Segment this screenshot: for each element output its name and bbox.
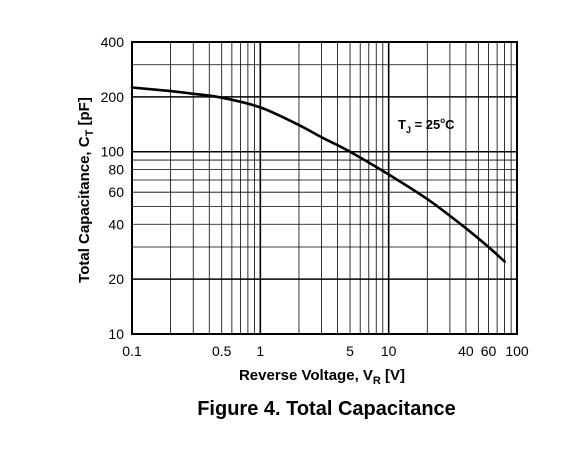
plot-frame — [131, 41, 518, 335]
y-axis-title-main: Total Capacitance, C — [76, 136, 93, 283]
y-tick-label: 80 — [108, 161, 124, 177]
annotation-tj: TJ = 25oC — [398, 116, 455, 135]
x-tick-label: 40 — [458, 343, 474, 359]
x-tick-label: 60 — [481, 343, 497, 359]
y-tick-label: 20 — [108, 271, 124, 287]
y-tick-label: 60 — [108, 184, 124, 200]
x-tick-label: 0.5 — [212, 343, 232, 359]
x-tick-label: 1 — [256, 343, 264, 359]
annotation-tj-main: T — [398, 117, 406, 132]
x-tick-label: 5 — [346, 343, 354, 359]
figure-caption: Figure 4. Total Capacitance — [197, 398, 456, 420]
y-tick-label: 100 — [101, 144, 125, 160]
y-tick-label: 40 — [108, 216, 124, 232]
capacitance-curve — [130, 86, 506, 263]
x-axis-title-tail: [V] — [381, 367, 405, 384]
x-tick-label: 100 — [505, 343, 529, 359]
annotation-tj-mid: = 25 — [411, 117, 440, 132]
plot-border — [131, 41, 518, 335]
grid-layer — [131, 41, 517, 335]
y-axis-title-tail: [pF] — [76, 97, 93, 129]
x-tick-label: 10 — [381, 343, 397, 359]
annotation-tj-sup: o — [440, 116, 445, 125]
y-tick-label: 200 — [101, 89, 125, 105]
y-tick-label: 400 — [101, 34, 125, 50]
x-axis-title-main: Reverse Voltage, V — [239, 367, 373, 384]
y-tick-label: 10 — [108, 326, 124, 342]
annotation-tj-tail: C — [445, 117, 455, 132]
annotation-tj-sub: J — [406, 125, 411, 135]
series-layer — [130, 86, 506, 263]
x-axis-title-sub: R — [373, 375, 381, 387]
x-axis-title: Reverse Voltage, VR [V] — [239, 367, 405, 387]
y-axis-title-sub: T — [84, 129, 96, 136]
x-tick-label: 0.1 — [122, 343, 142, 359]
y-axis-title: Total Capacitance, CT [pF] — [76, 97, 96, 283]
